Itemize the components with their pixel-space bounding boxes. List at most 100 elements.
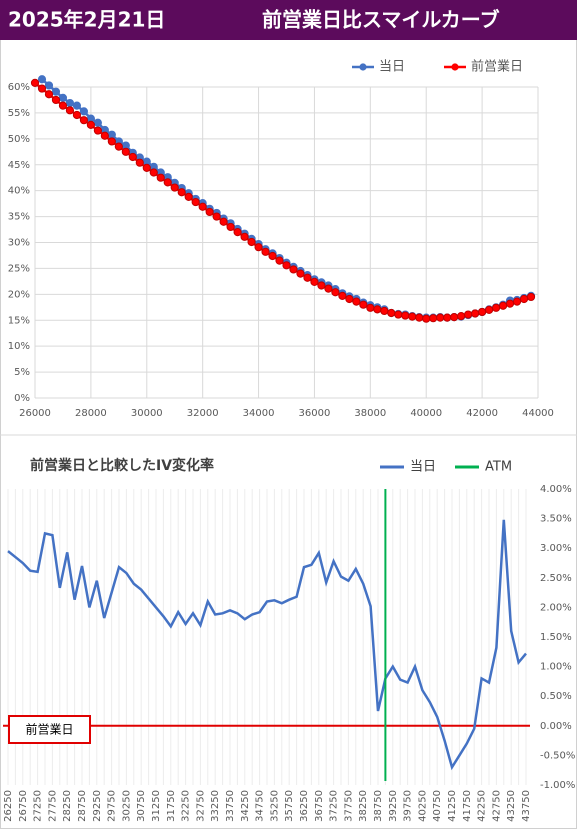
x-tick-label: 41750 (462, 790, 473, 822)
point (233, 228, 242, 237)
legend-label: 当日 (379, 60, 405, 75)
point (170, 183, 179, 192)
point (512, 297, 522, 306)
x-tick-label: 41250 (447, 790, 458, 822)
y-tick-label: -1.00% (540, 780, 575, 791)
point (429, 314, 438, 323)
point (408, 312, 417, 321)
y-tick-label: 60% (8, 82, 30, 93)
point (44, 90, 54, 99)
point (79, 107, 89, 116)
point (324, 284, 333, 293)
point (387, 308, 396, 318)
x-tick-label: 32000 (187, 408, 219, 419)
point (219, 217, 228, 226)
point (450, 313, 459, 322)
point (184, 192, 193, 201)
point (519, 294, 529, 304)
point (331, 288, 340, 297)
y-tick-label: 35% (8, 212, 30, 223)
point (310, 277, 319, 286)
x-tick-label: 31750 (166, 790, 177, 822)
point (205, 207, 214, 217)
y-tick-label: 50% (8, 134, 30, 145)
x-tick-label: 26750 (18, 790, 29, 822)
point (51, 87, 61, 96)
y-tick-label: 25% (8, 263, 30, 274)
y-tick-label: 55% (8, 108, 30, 119)
x-tick-label: 35750 (284, 790, 295, 822)
point (275, 256, 284, 265)
point (128, 152, 137, 162)
y-tick-label: -0.50% (540, 750, 575, 761)
y-tick-label: 40% (8, 186, 30, 197)
y-tick-label: 1.50% (540, 632, 572, 643)
x-tick-label: 40000 (410, 408, 442, 419)
x-tick-label: 28000 (75, 408, 107, 419)
point (352, 297, 361, 306)
x-tick-label: 37250 (329, 790, 340, 822)
x-tick-label: 42000 (466, 408, 498, 419)
x-tick-label: 27750 (47, 790, 58, 822)
y-tick-label: 0.00% (540, 721, 572, 732)
point (58, 93, 68, 102)
point (491, 303, 501, 312)
point (100, 131, 109, 140)
x-tick-label: 34750 (255, 790, 266, 822)
y-tick-label: 4.00% (540, 484, 572, 495)
y-tick-label: 20% (8, 289, 30, 300)
x-tick-label: 28250 (62, 790, 73, 822)
point (338, 291, 347, 300)
point (198, 202, 207, 211)
point (121, 147, 130, 156)
x-tick-label: 39750 (403, 790, 414, 822)
point (191, 197, 200, 207)
point (457, 312, 466, 321)
point (58, 101, 68, 110)
x-tick-label: 26000 (19, 408, 51, 419)
x-tick-label: 36250 (299, 790, 310, 822)
x-tick-label: 42250 (477, 790, 488, 822)
x-tick-label: 43750 (521, 790, 532, 822)
point (149, 168, 158, 177)
x-tick-label: 29750 (107, 790, 118, 822)
point (422, 314, 431, 323)
point (366, 303, 375, 312)
series-line (7, 519, 527, 771)
x-tick-label: 27250 (33, 790, 44, 822)
x-tick-label: 31250 (151, 790, 162, 822)
point (505, 299, 515, 308)
point (51, 95, 61, 105)
y-tick-label: 2.50% (540, 573, 572, 584)
point (72, 110, 82, 120)
point (443, 313, 452, 322)
legend-marker (359, 63, 367, 71)
point (37, 84, 47, 93)
x-tick-label: 32250 (181, 790, 192, 822)
y-tick-label: 0.50% (540, 691, 572, 702)
point (254, 243, 263, 252)
x-tick-label: 38250 (358, 790, 369, 822)
point (65, 98, 75, 108)
reference-label-box (8, 715, 91, 744)
point (86, 120, 95, 129)
point (317, 281, 326, 290)
point (212, 212, 221, 221)
x-tick-label: 38000 (354, 408, 386, 419)
x-tick-label: 34250 (240, 790, 251, 822)
y-tick-label: 0% (14, 393, 30, 404)
x-tick-label: 38750 (373, 790, 384, 822)
x-tick-label: 40250 (417, 790, 428, 822)
point (478, 307, 487, 317)
point (373, 305, 382, 314)
header-date: 2025年2月21日 (8, 8, 165, 32)
point (303, 273, 312, 282)
point (401, 311, 410, 320)
y-tick-label: 30% (8, 238, 30, 249)
point (72, 101, 82, 110)
point (498, 301, 508, 310)
point (135, 158, 144, 167)
point (380, 306, 389, 316)
x-tick-label: 44000 (522, 408, 554, 419)
